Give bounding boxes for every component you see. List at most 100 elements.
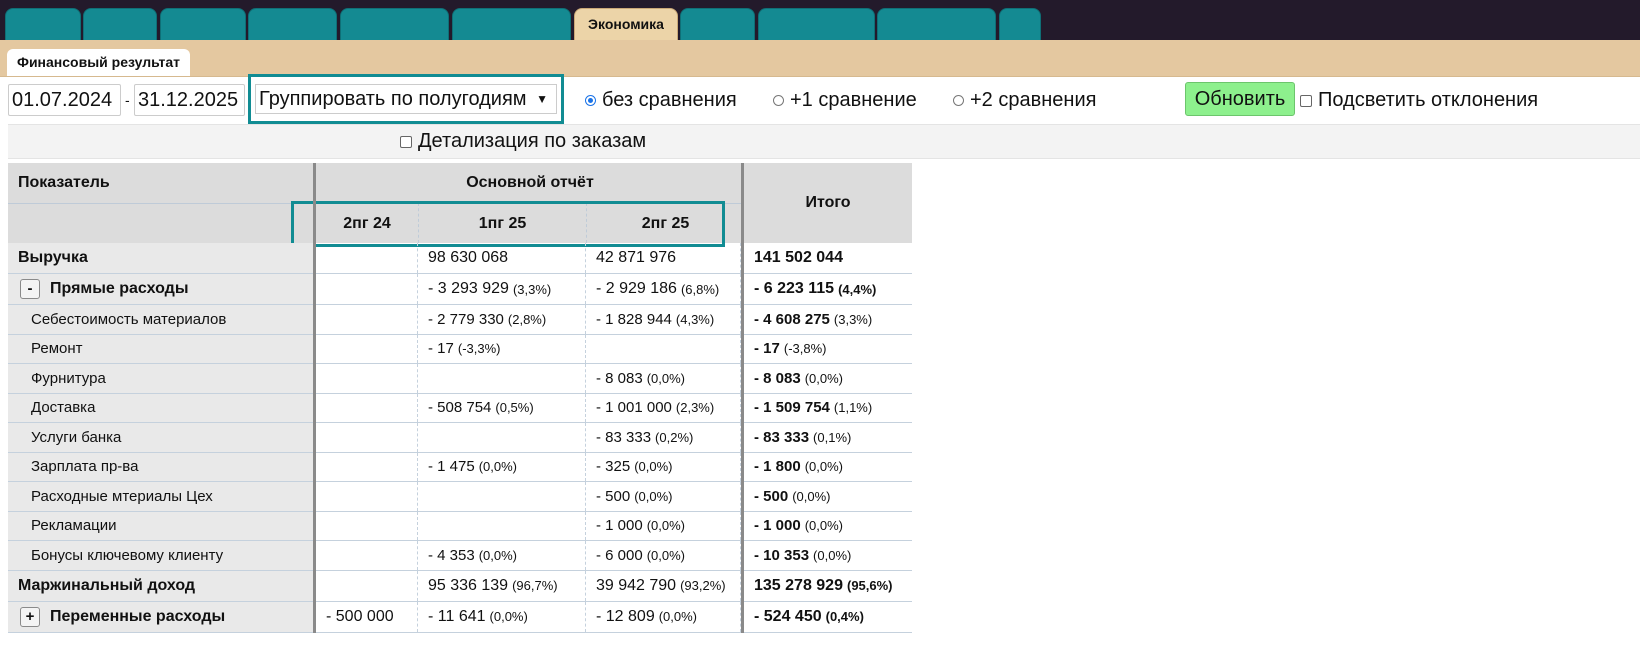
group-select[interactable]: Группировать по полугодиям ▼ [255,84,557,114]
value-cell: - 508 754 (0,5%) [418,393,586,422]
radio-plus2-label: +2 сравнения [970,89,1097,111]
cell-percent: (3,3%) [833,311,873,327]
value-cell: - 2 779 330 (2,8%) [418,305,586,334]
order-detail-checkbox[interactable]: Детализация по заказам [400,125,646,158]
cell-percent: (0,0%) [804,459,843,475]
value-cell: 135 278 929 (95,6%) [744,571,912,601]
value-cell [418,364,586,393]
top-tab[interactable] [248,8,337,40]
radio-plus1-label: +1 сравнение [790,89,917,111]
row-label-cell: Расходные мтериалы Цех [8,482,313,511]
value-cell: - 1 828 944 (4,3%) [586,305,741,334]
cell-value: - 83 333 [596,428,652,446]
radio-plus2-compare[interactable]: +2 сравнения [953,84,1096,116]
value-cell: - 1 509 754 (1,1%) [744,394,912,423]
row-label-cell: Себестоимость материалов [8,305,313,334]
top-tab[interactable] [160,8,246,40]
radio-unchecked-icon[interactable] [953,95,964,107]
checkbox-icon[interactable] [400,135,412,148]
divider [8,203,313,204]
row-label-cell: Зарплата пр-ва [8,452,313,481]
cell-value: - 8 083 [754,369,801,387]
cell-value: - 83 333 [754,428,810,446]
cell-percent: (-3,8%) [783,341,827,357]
top-tab-bar: Экономика [0,0,1640,40]
cell-percent: (0,0%) [478,459,517,475]
table-row: + Переменные расходы - 500 000- 11 641 (0,0… [8,601,912,633]
table-row: Себестоимость материалов - 2 779 330 (2,8%… [8,305,912,335]
cell-value: - 1 800 [754,458,801,476]
cell-value: 42 871 976 [596,249,677,266]
value-cell [316,274,418,304]
row-label-cell: Рекламации [8,511,313,540]
value-cell: - 2 929 186 (6,8%) [586,274,741,304]
periods-highlight [291,201,725,247]
cell-percent: (6,8%) [680,281,720,297]
cell-percent: (2,3%) [675,400,715,416]
cell-value: - 10 353 [754,546,810,564]
top-tab[interactable] [758,8,875,40]
value-cell [418,423,586,452]
highlight-deviations-label: Подсветить отклонения [1318,89,1539,111]
radio-checked-icon[interactable] [585,95,596,107]
update-button[interactable]: Обновить [1185,82,1295,116]
cell-percent: (0,0%) [658,609,698,624]
top-tab[interactable] [877,8,996,40]
tab-financial-result[interactable]: Финансовый результат [7,49,190,76]
radio-plus1-compare[interactable]: +1 сравнение [773,84,917,116]
value-cell: - 4 353 (0,0%) [418,541,586,570]
top-tab[interactable] [680,8,755,40]
table-row: Услуги банка - 83 333 (0,2%) - 83 333 (0,1%) [8,423,912,453]
value-cell: - 325 (0,0%) [586,452,741,481]
value-cell: - 1 800 (0,0%) [744,453,912,482]
row-label-cell: - Прямые расходы [8,274,313,304]
cell-percent: (0,0%) [804,370,843,386]
radio-unchecked-icon[interactable] [773,95,784,107]
value-cell: 39 942 790 (93,2%) [586,570,741,601]
value-cell [418,482,586,511]
expand-icon[interactable]: + [20,606,40,627]
table-row: Зарплата пр-ва - 1 475 (0,0%) - 325 (0,0%) - … [8,452,912,482]
row-label: Рекламации [31,517,117,535]
cell-value: - 4 353 [428,546,475,564]
date-from-input[interactable]: 01.07.2024 [8,84,121,116]
group-select-highlight: Группировать по полугодиям ▼ [248,74,564,124]
collapse-icon[interactable]: - [20,279,40,299]
value-cell: - 10 353 (0,0%) [744,541,912,570]
cell-value: - 2 929 186 [596,280,677,297]
radio-no-compare[interactable]: без сравнения [585,84,737,116]
header-period: 1пг 25 [418,203,586,243]
highlight-deviations-checkbox[interactable]: Подсветить отклонения [1300,84,1538,116]
table-row: Выручка 98 630 068 42 871 976 141 502 044 [8,243,912,274]
cell-percent: (93,2%) [680,578,726,593]
row-label-cell: Бонусы ключевому клиенту [8,541,313,570]
value-cell [316,452,418,481]
cell-value: - 3 293 929 [428,280,509,297]
cell-percent: (0,0%) [478,547,517,563]
top-tab[interactable] [340,8,449,40]
top-tab[interactable] [83,8,157,40]
divider [313,163,316,633]
date-separator: - [125,92,130,108]
value-cell: - 500 (0,0%) [586,482,741,511]
cell-value: 135 278 929 [754,576,843,594]
top-tab[interactable] [999,8,1041,40]
cell-value: - 1 000 [596,517,643,535]
header-indicator: Показатель [18,174,110,191]
cell-percent: (4,4%) [838,281,877,297]
value-cell [316,334,418,363]
cell-percent: (0,1%) [813,429,852,445]
cell-value: 95 336 139 [428,576,509,594]
row-label-cell: Ремонт [8,334,313,363]
checkbox-icon[interactable] [1300,94,1312,107]
row-label: Расходные мтериалы Цех [31,487,213,505]
cell-value: - 12 809 [596,607,655,625]
row-label: Выручка [18,249,88,266]
header-main-report: Основной отчёт [316,163,744,203]
top-tab[interactable] [452,8,571,40]
date-to-input[interactable]: 31.12.2025 [134,84,245,116]
top-tab-economics[interactable]: Экономика [574,8,678,40]
cell-value: - 6 223 115 [754,280,835,297]
value-cell: - 1 475 (0,0%) [418,452,586,481]
top-tab[interactable] [5,8,81,40]
